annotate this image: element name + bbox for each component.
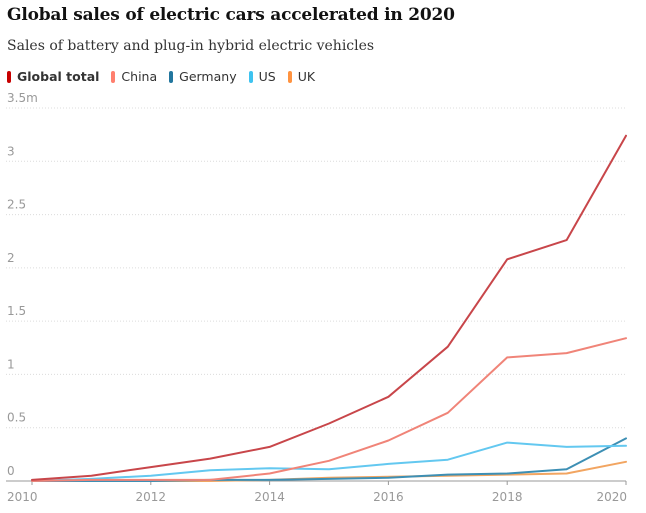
legend-label: US [258, 69, 276, 84]
legend-swatch [287, 70, 292, 83]
y-tick-label: 1.5 [7, 304, 26, 318]
y-tick-label: 0.5 [7, 411, 26, 425]
chart-subtitle: Sales of battery and plug-in hybrid elec… [7, 38, 375, 54]
series-line-us [31, 441, 627, 482]
x-tick-label: 2018 [492, 490, 523, 504]
legend-label: Germany [179, 69, 237, 84]
legend-swatch [169, 70, 174, 83]
series-line-germany [31, 437, 627, 482]
series-lines [31, 134, 627, 482]
x-tick-label: 2014 [254, 490, 285, 504]
chart-title: Global sales of electric cars accelerate… [7, 5, 455, 25]
y-tick-label: 3 [7, 144, 15, 158]
y-tick-label: 0 [7, 464, 15, 478]
legend-swatch [248, 70, 253, 83]
legend-label: China [121, 69, 158, 84]
y-tick-label: 1 [7, 357, 15, 371]
legend-swatch [111, 70, 116, 83]
legend-item-china: China [111, 69, 157, 84]
x-tick-label: 2020 [596, 490, 627, 504]
legend-item-global-total: Global total [7, 69, 99, 84]
x-axis-labels: 2010 2012 2014 2016 2018 2020 [7, 481, 627, 504]
x-tick-label: 2010 [7, 490, 38, 504]
y-tick-label: 2.5 [7, 198, 26, 212]
x-tick-label: 2016 [373, 490, 404, 504]
series-line-global-total [31, 134, 627, 481]
legend-label: UK [297, 69, 316, 84]
legend-label: Global total [17, 69, 100, 84]
legend-item-uk: UK [287, 69, 316, 84]
gridlines [6, 107, 626, 482]
series-line-china [31, 337, 627, 482]
legend-swatch [7, 70, 11, 83]
legend-item-germany: Germany [169, 69, 237, 84]
x-tick-label: 2012 [136, 490, 167, 504]
y-tick-label: 2 [7, 251, 15, 265]
y-tick-label: 3.5m [7, 91, 38, 105]
legend-item-us: US [248, 69, 276, 84]
legend: Global total China Germany US UK [7, 69, 327, 84]
y-axis-labels: 0 0.5 1 1.5 2 2.5 3 3.5m [7, 91, 38, 478]
